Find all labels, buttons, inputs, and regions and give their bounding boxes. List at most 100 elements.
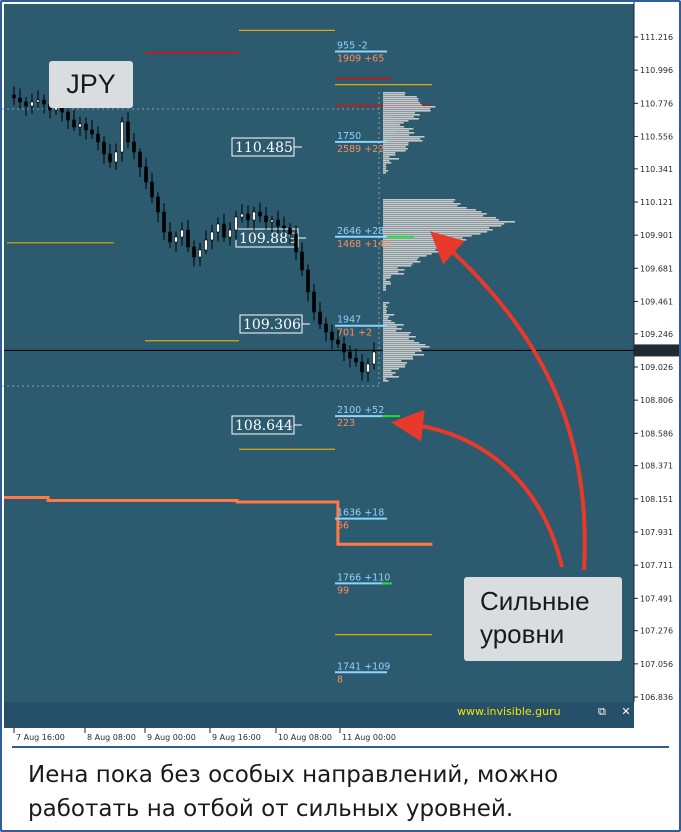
volume-profile-bar [383, 104, 422, 106]
volume-profile-bar [383, 98, 419, 100]
candle-body [258, 211, 262, 217]
candle-body [312, 291, 316, 313]
volume-profile-bar [383, 130, 410, 132]
volume-profile-bar [383, 344, 426, 346]
volume-profile-bar [383, 304, 386, 306]
volume-bottom-label: 223 [337, 418, 355, 429]
candle-body [318, 311, 322, 325]
volume-profile-bar [383, 328, 402, 330]
volume-profile-bar [383, 255, 427, 257]
volume-profile-bar [383, 217, 497, 219]
volume-bottom-label: 701 +2 [337, 328, 372, 339]
volume-profile-bar [383, 281, 391, 283]
volume-profile-bar [383, 213, 487, 215]
volume-profile-bar [383, 116, 391, 118]
volume-profile-bar [383, 170, 389, 172]
volume-profile-bar [383, 118, 401, 120]
candle-body [66, 111, 70, 121]
volume-profile-bar [383, 279, 387, 281]
y-tick-label: 107.276 [640, 627, 673, 636]
candle-body [192, 246, 196, 258]
volume-profile-bar [383, 233, 481, 235]
candle-body [246, 213, 250, 221]
volume-profile-bar [383, 106, 436, 108]
volume-profile-bar [383, 92, 406, 94]
price-level-label: 109.889 [239, 231, 297, 247]
price-level-label: 109.306 [243, 317, 301, 333]
volume-profile-bar [383, 114, 420, 116]
candle-body [360, 361, 364, 373]
volume-profile-bar [383, 150, 406, 152]
volume-profile-bar [383, 231, 488, 233]
volume-profile-bar [383, 330, 397, 332]
orange-step-line [4, 495, 433, 546]
volume-profile-bar [383, 380, 389, 382]
volume-profile-bar [383, 310, 387, 312]
volume-profile-bar [383, 346, 430, 348]
candle-body [150, 181, 154, 198]
volume-profile-bar [383, 229, 493, 231]
volume-profile-bar [383, 144, 409, 146]
candle-body [276, 219, 280, 227]
volume-profile-bar [383, 102, 421, 104]
y-tick-label: 110.556 [640, 132, 673, 141]
candle-body [132, 141, 136, 153]
window-controls[interactable]: ⧉ ✕ [598, 705, 637, 718]
volume-profile-bar [383, 273, 405, 275]
candle-body [168, 231, 172, 243]
candle-body [372, 351, 376, 365]
candle-body [30, 101, 34, 107]
price-chart[interactable]: 111.216 110.996 110.776 110.556 110.341 110.1… [2, 2, 679, 746]
volume-profile-bar [383, 265, 412, 267]
candle-body [138, 151, 142, 168]
volume-profile-bar [383, 94, 405, 96]
y-tick-label: 109.461 [640, 297, 673, 306]
candle-body [210, 231, 214, 241]
candle-body [306, 269, 310, 293]
volume-profile-bar [383, 223, 505, 225]
candle-body [324, 323, 328, 333]
volume-profile-bar [383, 308, 386, 310]
candle-body [120, 121, 124, 153]
y-tick-label: 109.901 [640, 231, 673, 240]
y-tick-label: 110.121 [640, 198, 673, 207]
candle-body [12, 94, 16, 99]
volume-profile-bar [383, 168, 386, 170]
volume-profile-bar [383, 320, 392, 322]
volume-profile-bar [383, 118, 419, 120]
volume-profile-bar [383, 237, 463, 239]
y-tick-label: 107.711 [640, 561, 673, 570]
volume-profile-bar [383, 215, 484, 217]
volume-profile-bar [383, 239, 467, 241]
volume-profile-bar [383, 128, 414, 130]
volume-profile-bar [383, 209, 476, 211]
volume-profile-bar [383, 336, 416, 338]
volume-profile-bar [383, 360, 402, 362]
candle-body [264, 215, 268, 223]
volume-profile-bar [383, 225, 502, 227]
volume-profile-bar [383, 372, 396, 374]
current-price-badge [634, 344, 679, 357]
volume-profile-bar [383, 316, 390, 318]
volume-profile-bar [383, 140, 423, 142]
volume-profile-bar [383, 322, 395, 324]
volume-profile-bar [383, 114, 391, 116]
y-tick-label: 109.246 [640, 330, 673, 339]
watermark-link[interactable]: www.invisible.guru [457, 705, 561, 718]
volume-profile-bar [383, 283, 391, 285]
volume-profile-bar [383, 148, 408, 150]
volume-profile-bar [383, 261, 421, 263]
candle-body [288, 227, 292, 235]
symbol-label: JPY [49, 61, 133, 108]
candle-body [354, 357, 358, 363]
volume-profile-bar [383, 112, 415, 114]
candle-body [330, 331, 334, 341]
volume-top-label: 1636 +18 [337, 508, 384, 519]
volume-profile-bar [383, 124, 399, 126]
volume-profile-bar [383, 287, 386, 289]
candle-body [228, 229, 232, 238]
candle-body [24, 101, 28, 107]
volume-profile-bar [383, 245, 443, 247]
candle-body [348, 351, 352, 359]
